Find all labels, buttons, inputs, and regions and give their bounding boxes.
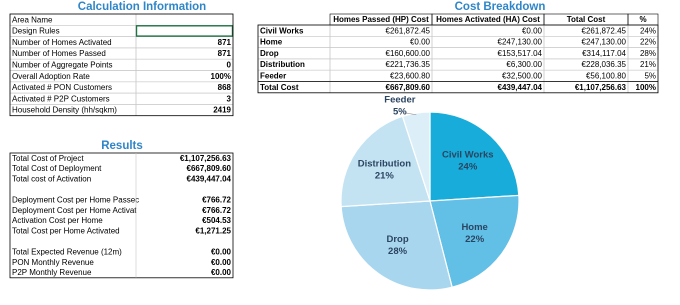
slice-value: 5%: [393, 106, 407, 117]
row-label: Number of Homes Activated: [12, 38, 112, 47]
row-label: Distribution: [260, 60, 305, 69]
selected-cell: [135, 25, 234, 37]
slice-label: Feeder: [384, 94, 415, 105]
row-value: 2419: [213, 106, 231, 115]
cell-value: €228,036.35: [582, 60, 627, 69]
col-header: Homes Activated (HA) Cost: [436, 15, 540, 24]
slice-value: 21%: [375, 170, 395, 181]
table-border: [9, 13, 234, 117]
pie-slice: [340, 200, 453, 291]
cell-value: €160,600.00: [386, 49, 431, 58]
pie-slice: [401, 111, 431, 202]
row-label: Home: [260, 38, 283, 47]
cell-value: €0.00: [410, 38, 431, 47]
cell-value: €1,107,256.63: [575, 83, 627, 92]
cell-value: €221,736.35: [386, 60, 431, 69]
result-label: Total Cost per Home Activated: [12, 227, 120, 236]
leader-line: [404, 112, 417, 116]
cell-value: €23,600.80: [390, 71, 431, 80]
row-value: 100%: [211, 72, 231, 81]
slice-value: 22%: [465, 234, 485, 245]
row-label: Household Density (hh/sqkm): [12, 106, 117, 115]
row-label: Feeder: [260, 71, 286, 80]
result-value: €766.72: [202, 195, 231, 204]
result-label: Activation Cost per Home: [12, 216, 103, 225]
cost-title: Cost Breakdown: [455, 1, 546, 13]
result-label: Total Cost of Deployment: [12, 164, 102, 173]
row-value: 871: [218, 49, 232, 58]
cell-value: €439,447.04: [498, 83, 543, 92]
table-border: [9, 152, 234, 279]
result-value: €1,271.25: [195, 227, 231, 236]
cell-value: 22%: [640, 38, 656, 47]
cell-value: 24%: [640, 26, 656, 35]
cell-value: €32,500.00: [502, 71, 543, 80]
result-label: Total Cost of Project: [12, 154, 84, 163]
cell-value: 28%: [640, 49, 656, 58]
cell-value: €667,809.60: [386, 83, 431, 92]
col-header: Homes Passed (HP) Cost: [333, 15, 429, 24]
row-label: Activated # PON Customers: [12, 83, 112, 92]
result-value: €0.00: [211, 247, 232, 256]
result-label: P2P Monthly Revenue: [12, 268, 92, 277]
result-label: PON Monthly Revenue: [12, 258, 94, 267]
slice-label: Civil Works: [442, 149, 494, 160]
result-label: Deployment Cost per Home Activat: [12, 206, 137, 215]
cell-value: 21%: [640, 60, 656, 69]
row-label: Total Cost: [260, 83, 299, 92]
row-value: 3: [227, 94, 232, 103]
result-label: Total cost of Activation: [12, 175, 91, 184]
slice-value: 28%: [388, 246, 408, 257]
cell-value: €6,300.00: [506, 60, 542, 69]
pie-slice: [429, 194, 520, 288]
row-label: Area Name: [12, 15, 53, 24]
cell-value: €153,517.04: [498, 49, 543, 58]
row-value: 868: [218, 83, 232, 92]
slice-label: Drop: [386, 234, 408, 245]
result-value: €667,809.60: [187, 164, 232, 173]
result-label: Deployment Cost per Home Passec: [12, 195, 139, 204]
cell-value: 5%: [644, 71, 656, 80]
result-value: €0.00: [211, 258, 232, 267]
pie-slice: [340, 115, 431, 208]
results-title: Results: [101, 140, 143, 152]
row-label: Activated # P2P Customers: [12, 94, 110, 103]
result-value: €0.00: [211, 268, 232, 277]
result-value: €1,107,256.63: [180, 154, 232, 163]
cell: [135, 92, 234, 105]
row-value: 871: [218, 38, 232, 47]
slice-label: Distribution: [358, 158, 411, 169]
cell: [135, 58, 234, 71]
row-label: Number of Homes Passed: [12, 49, 106, 58]
table-border: [257, 24, 659, 94]
row-label: Drop: [260, 49, 279, 58]
cell-value: €261,872.45: [386, 26, 431, 35]
result-value: €766.72: [202, 206, 231, 215]
pie-slice: [429, 111, 520, 202]
cell-value: 100%: [636, 83, 656, 92]
cell-value: €0.00: [522, 26, 543, 35]
row-label: Overall Adoption Rate: [12, 72, 90, 81]
col-header: Total Cost: [567, 15, 606, 24]
cell: [135, 13, 234, 26]
cell-value: €247,130.00: [582, 38, 627, 47]
row-label: Civil Works: [260, 26, 304, 35]
result-value: €504.53: [202, 216, 231, 225]
result-value: €439,447.04: [187, 175, 232, 184]
row-value: 0: [227, 60, 232, 69]
col-header: %: [639, 15, 646, 24]
result-label: Total Expected Revenue (12m): [12, 247, 122, 256]
slice-value: 24%: [458, 161, 478, 172]
cell-value: €247,130.00: [498, 38, 543, 47]
cell-value: €56,100.80: [586, 71, 627, 80]
cell-value: €261,872.45: [582, 26, 627, 35]
row-label: Number of Aggregate Points: [12, 60, 113, 69]
cell: [135, 24, 234, 37]
row-label: Design Rules: [12, 27, 60, 36]
calc-title: Calculation Information: [78, 1, 206, 13]
slice-label: Home: [461, 222, 487, 233]
cell-value: €314,117.04: [582, 49, 626, 58]
